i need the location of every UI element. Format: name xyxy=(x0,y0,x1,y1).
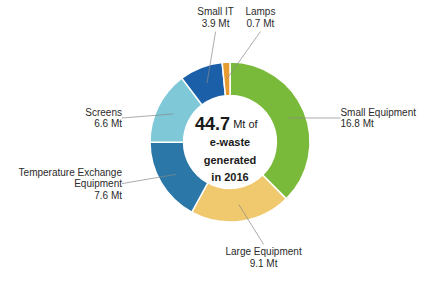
slice-label: Small IT3.9 Mt xyxy=(197,6,234,29)
center-text: generated xyxy=(204,154,257,166)
leader-line xyxy=(288,117,340,118)
leader-line xyxy=(207,32,216,84)
slice-label: Temperature ExchangeEquipment7.6 Mt xyxy=(19,167,123,201)
slice-label-line: 0.7 Mt xyxy=(247,18,275,29)
slice-label-line: 16.8 Mt xyxy=(340,118,374,129)
leader-line xyxy=(239,205,264,245)
slice-label-line: Small IT xyxy=(197,6,234,17)
slice-label-line: Lamps xyxy=(245,6,275,17)
donut-slice xyxy=(182,62,226,105)
slice-label: Large Equipment9.1 Mt xyxy=(226,246,302,269)
chart: Small Equipment16.8 Mt Large Equipment9.1… xyxy=(0,0,444,281)
center-text: in 2016 xyxy=(211,171,248,183)
slice-label: Screens6.6 Mt xyxy=(85,107,122,130)
center-text: Mt of xyxy=(233,118,258,130)
slice-label: Lamps0.7 Mt xyxy=(245,6,275,29)
slice-label-line: 7.6 Mt xyxy=(94,190,122,201)
slice-label-line: 6.6 Mt xyxy=(94,118,122,129)
slice-label: Small Equipment16.8 Mt xyxy=(340,107,416,130)
center-text: e-waste xyxy=(210,136,250,148)
slice-label-line: 3.9 Mt xyxy=(202,18,230,29)
leader-line xyxy=(227,32,261,79)
leader-line xyxy=(122,174,176,183)
slice-label-line: Equipment xyxy=(74,178,122,189)
slice-label-line: Temperature Exchange xyxy=(19,167,123,178)
slice-label-line: 9.1 Mt xyxy=(250,258,278,269)
slice-label-line: Large Equipment xyxy=(226,246,302,257)
donut xyxy=(150,62,310,222)
donut-slice xyxy=(222,62,230,96)
center-figure: 44.7 xyxy=(195,114,230,134)
leader-line xyxy=(122,114,173,118)
slice-label-line: Small Equipment xyxy=(340,107,416,118)
slice-label-line: Screens xyxy=(85,107,122,118)
